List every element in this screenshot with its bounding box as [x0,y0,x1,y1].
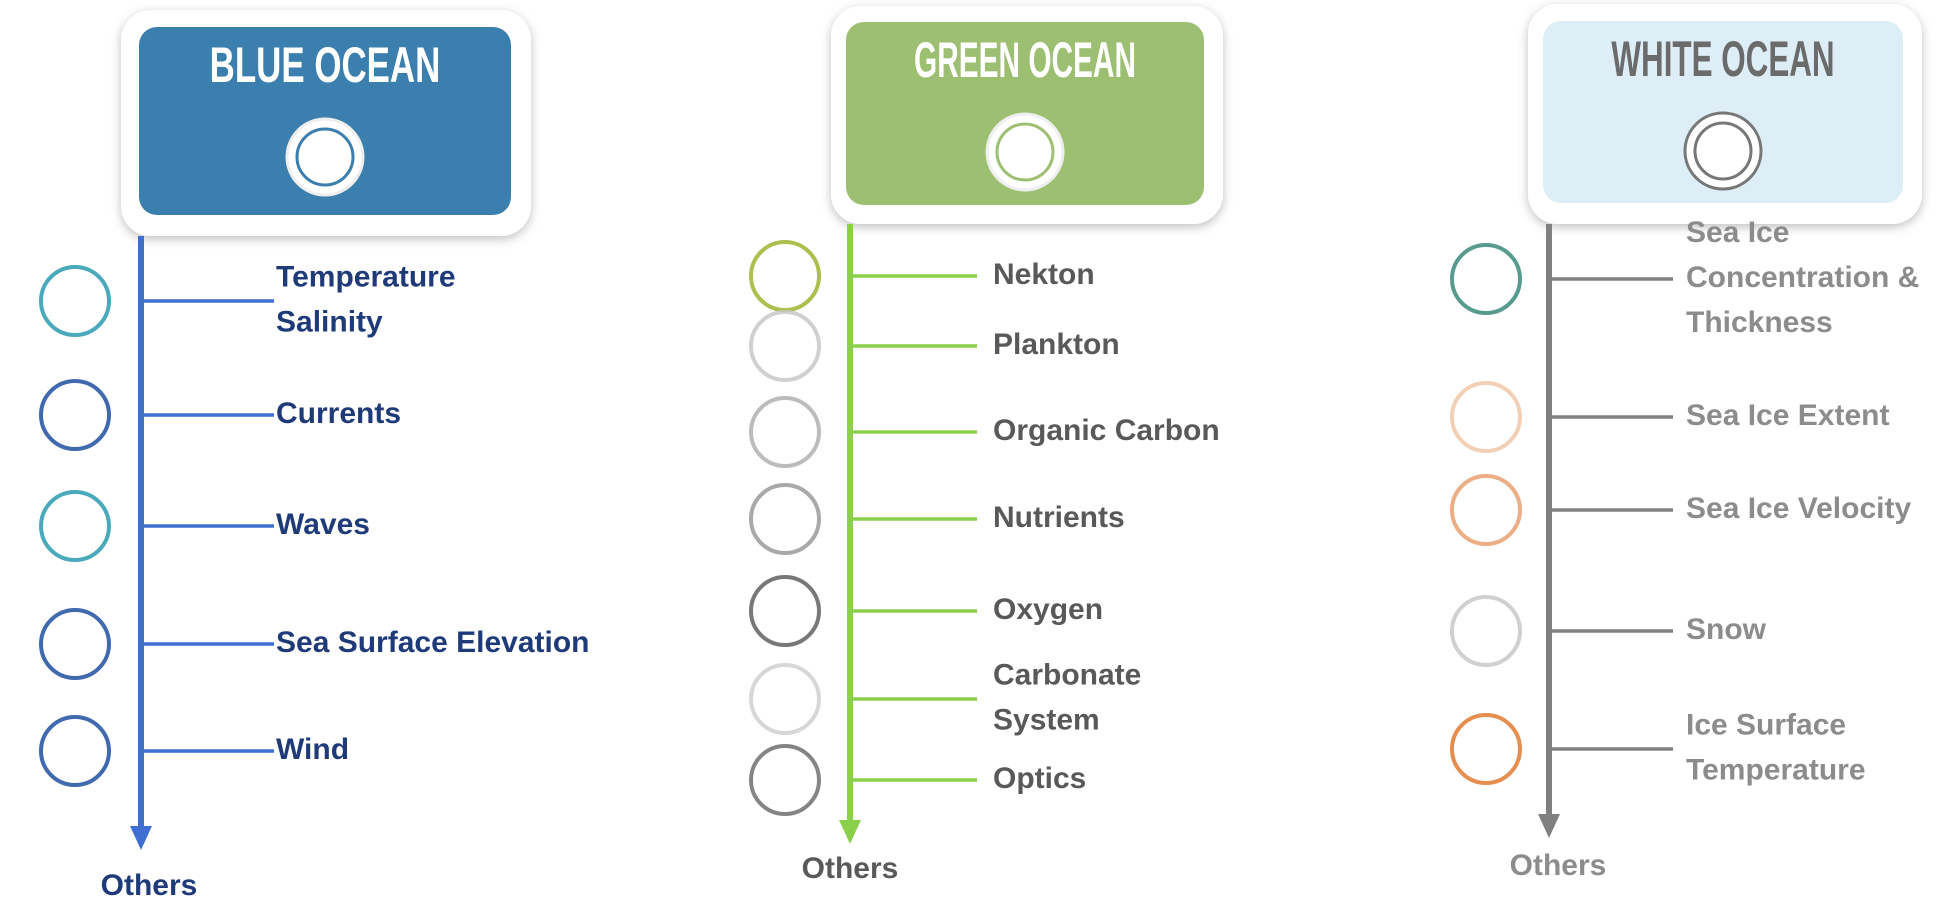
others-label: Others [802,852,899,885]
item-label: Temperature [1686,753,1866,786]
timeline-arrowhead [839,820,861,844]
item-icon [751,665,819,733]
timeline-arrowhead [1538,814,1560,838]
item-label: Carbonate [993,658,1141,691]
item-icon [1452,715,1520,783]
ocean-column: GREEN OCEAN Nekton Plankton Organic Carbon N… [751,6,1223,885]
item-label: Organic Carbon [993,414,1220,447]
ocean-column: BLUE OCEAN Temperature Salinity Currents Wav… [41,10,589,902]
item-label: Sea Ice [1686,216,1789,249]
header-title: BLUE OCEAN [210,37,441,93]
item-icon [751,312,819,380]
item-icon [1452,476,1520,544]
item-label: Plankton [993,328,1120,361]
item-label: Sea Ice Extent [1686,399,1889,432]
item-icon [1452,597,1520,665]
item-icon [1452,383,1520,451]
item-label: Sea Ice Velocity [1686,492,1911,525]
item-icon [41,267,109,335]
item-label: Wind [276,733,349,766]
item-icon [751,398,819,466]
header-title: WHITE OCEAN [1611,31,1834,87]
item-label: Nutrients [993,501,1125,534]
item-label: Waves [276,508,370,541]
diagram: BLUE OCEAN Temperature Salinity Currents Wav… [0,0,1951,906]
others-label: Others [101,869,198,902]
item-label: Oxygen [993,593,1103,626]
item-icon [751,242,819,310]
item-icon [751,485,819,553]
item-label: Optics [993,762,1086,795]
item-label: Thickness [1686,306,1833,339]
item-icon [41,717,109,785]
item-icon [1452,245,1520,313]
ocean-column: WHITE OCEAN Sea Ice Concentration & Thickne… [1452,4,1922,882]
item-label: Concentration & [1686,261,1919,294]
item-icon [41,381,109,449]
item-label: Salinity [276,305,383,338]
item-icon [751,746,819,814]
item-icon [41,492,109,560]
item-label: Sea Surface Elevation [276,626,589,659]
item-label: System [993,703,1100,736]
item-icon [751,577,819,645]
page: BLUE OCEAN Temperature Salinity Currents Wav… [0,0,1951,906]
timeline-arrowhead [130,826,152,850]
header-title: GREEN OCEAN [914,32,1136,88]
item-label: Nekton [993,258,1095,291]
item-label: Snow [1686,613,1767,646]
item-label: Ice Surface [1686,708,1846,741]
item-label: Temperature [276,260,456,293]
item-icon [41,610,109,678]
others-label: Others [1510,849,1607,882]
item-label: Currents [276,397,401,430]
